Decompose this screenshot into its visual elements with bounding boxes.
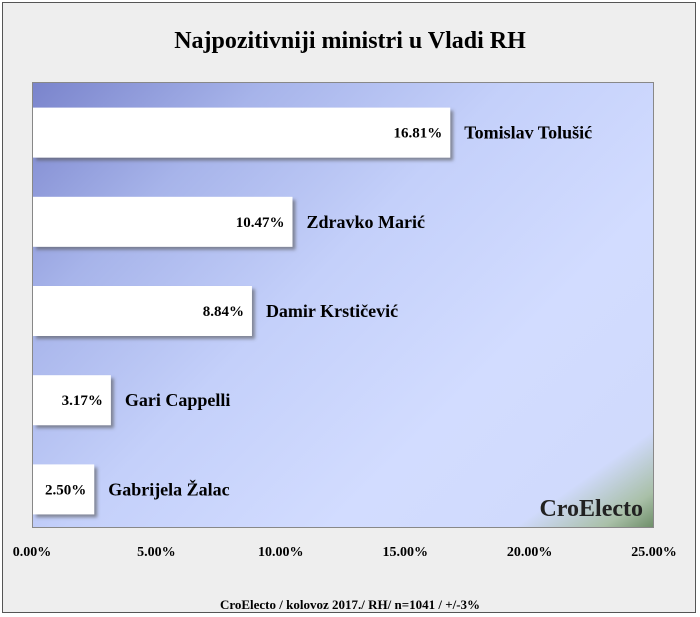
bar-category-label: Gabrijela Žalac [108, 478, 229, 499]
bar [33, 464, 95, 515]
bar-value-label: 2.50% [45, 482, 86, 498]
bar-category-label: Tomislav Tolušić [464, 123, 592, 143]
bar-value-label: 3.17% [62, 393, 103, 409]
x-tick-label: 20.00% [507, 545, 553, 560]
x-tick-label: 10.00% [258, 545, 304, 560]
bar-value-label: 10.47% [236, 215, 285, 231]
x-tick-label: 5.00% [137, 545, 176, 560]
x-tick-label: 25.00% [631, 545, 677, 560]
watermark-text: CroElecto [539, 496, 643, 522]
bar [33, 107, 451, 158]
bar-value-label: 16.81% [393, 126, 442, 142]
x-tick-label: 15.00% [382, 545, 428, 560]
bar-category-label: Zdravko Marić [306, 212, 425, 232]
chart-footnote: CroElecto / kolovoz 2017./ RH/ n=1041 / … [219, 597, 481, 612]
bar-value-label: 8.84% [203, 304, 244, 320]
x-tick-label: 0.00% [13, 545, 52, 560]
bar [33, 286, 252, 336]
bar-category-label: Gari Cappelli [125, 390, 231, 410]
bar [33, 196, 293, 247]
chart-title: Najpozitivniji ministri u Vladi RH [174, 28, 526, 54]
bar-category-label: Damir Krstičević [266, 301, 398, 321]
bar [33, 375, 111, 426]
